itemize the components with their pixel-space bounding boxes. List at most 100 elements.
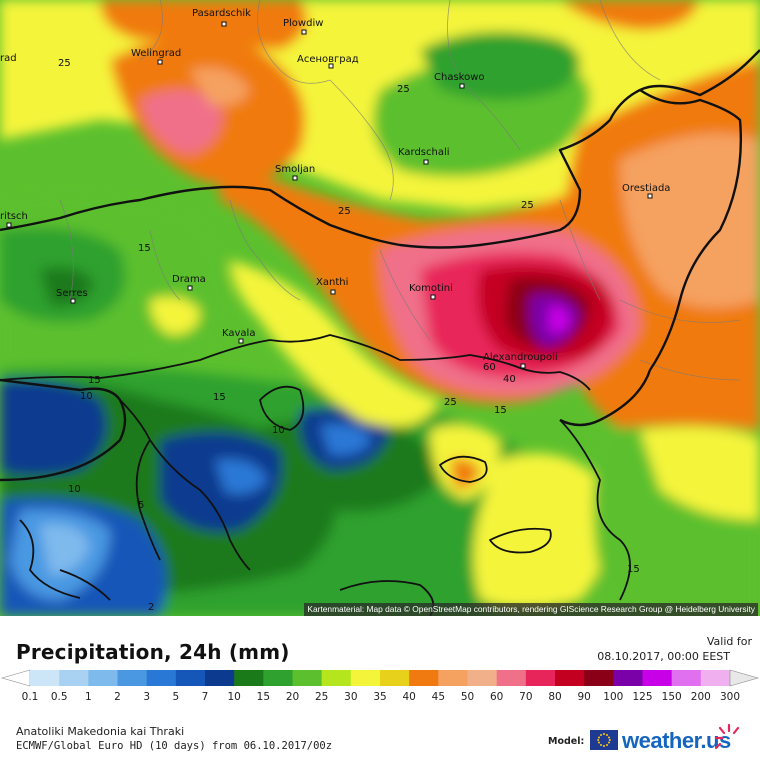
scale-swatch	[263, 670, 293, 686]
svg-text:Xanthi: Xanthi	[316, 277, 348, 288]
scale-swatch	[30, 670, 60, 686]
isoline-labels: 25 25 25 25 15 15 15 10 10 10 60 40 25 1…	[58, 58, 640, 613]
city-komotini[interactable]: Komotini	[409, 283, 453, 300]
city-markers: Pasardschik Plowdiw Асеновград Welingrad…	[0, 8, 670, 369]
svg-text:Plowdiw: Plowdiw	[283, 18, 323, 29]
scale-label: 25	[315, 691, 328, 703]
scale-swatch	[234, 670, 264, 686]
isoline-label: 15	[138, 243, 151, 254]
city-smoljan[interactable]: Smoljan	[275, 164, 315, 181]
sun-icon	[714, 723, 740, 750]
city-xanthi[interactable]: Xanthi	[316, 277, 348, 295]
scale-swatch	[642, 670, 673, 686]
scale-label: 40	[402, 691, 415, 703]
scale-label: 5	[172, 691, 179, 703]
city-kardschali[interactable]: Kardschali	[398, 147, 450, 165]
city-serres[interactable]: Serres	[56, 288, 88, 304]
scale-label: 3	[143, 691, 150, 703]
svg-text:Orestiada: Orestiada	[622, 183, 670, 194]
svg-text:rad: rad	[0, 53, 17, 64]
scale-label: 30	[344, 691, 357, 703]
scale-label: 60	[490, 691, 503, 703]
scale-label: 35	[373, 691, 386, 703]
scale-swatch	[380, 670, 410, 686]
scale-swatch	[613, 670, 643, 686]
scale-swatch	[496, 670, 527, 686]
scale-swatch	[350, 670, 381, 686]
scale-label: 10	[227, 691, 240, 703]
isoline-label: 15	[88, 375, 101, 386]
scale-label: 2	[114, 691, 121, 703]
scale-label: 0.5	[51, 691, 68, 703]
precipitation-map[interactable]: 25 25 25 25 15 15 15 10 10 10 60 40 25 1…	[0, 0, 760, 616]
isoline-label: 15	[213, 392, 226, 403]
scale-swatch	[321, 670, 352, 686]
isoline-label: 60	[483, 362, 496, 373]
scale-swatch	[467, 670, 498, 686]
isoline-label: 2	[148, 602, 154, 613]
isoline-label: 25	[444, 397, 457, 408]
scale-label: 0.1	[22, 691, 39, 703]
scale-swatch	[584, 670, 614, 686]
scale-swatch	[205, 670, 235, 686]
svg-text:Асеновград: Асеновград	[297, 54, 359, 65]
svg-text:Pasardschik: Pasardschik	[192, 8, 251, 19]
city-plowdiw[interactable]: Plowdiw	[283, 18, 323, 35]
isoline-label: 5	[138, 500, 144, 511]
isoline-label: 25	[338, 206, 351, 217]
scale-arrow-high	[729, 669, 760, 687]
isoline-label: 10	[80, 391, 93, 402]
map-canvas: 25 25 25 25 15 15 15 10 10 10 60 40 25 1…	[0, 0, 760, 616]
svg-text:ritsch: ritsch	[0, 211, 28, 222]
eu-flag-icon	[590, 730, 618, 750]
svg-text:Serres: Serres	[56, 288, 88, 299]
scale-swatch	[409, 670, 439, 686]
svg-text:Kavala: Kavala	[222, 328, 255, 339]
scale-swatch	[555, 670, 585, 686]
city-welingrad[interactable]: Welingrad	[131, 48, 181, 65]
scale-label: 80	[548, 691, 561, 703]
scale-swatch	[525, 670, 556, 686]
map-attribution[interactable]: Kartenmaterial: Map data © OpenStreetMap…	[304, 603, 758, 616]
city-asenovgrad[interactable]: Асеновград	[297, 54, 359, 69]
precip-fields	[0, 0, 760, 616]
isoline-label: 25	[397, 84, 410, 95]
scale-label: 70	[519, 691, 532, 703]
color-scale-swatches	[0, 669, 760, 687]
scale-label: 1	[85, 691, 92, 703]
scale-label: 100	[603, 691, 623, 703]
isoline-label: 10	[68, 484, 81, 495]
city-kavala[interactable]: Kavala	[222, 328, 255, 344]
district-borders	[59, 0, 741, 381]
isoline-label: 15	[627, 564, 640, 575]
isoline-label: 25	[521, 200, 534, 211]
valid-for-value: 08.10.2017, 00:00 EEST	[597, 650, 730, 663]
scale-label: 300	[720, 691, 740, 703]
city-partial-rad[interactable]: rad	[0, 53, 17, 64]
city-chaskowo[interactable]: Chaskowo	[434, 72, 485, 89]
scale-arrow-low	[0, 669, 31, 687]
svg-text:Drama: Drama	[172, 274, 206, 285]
city-partial-ritsch[interactable]: ritsch	[0, 211, 28, 228]
svg-text:Chaskowo: Chaskowo	[434, 72, 485, 83]
city-orestiada[interactable]: Orestiada	[622, 183, 670, 199]
scale-label: 50	[461, 691, 474, 703]
isoline-label: 40	[503, 374, 516, 385]
national-borders	[0, 49, 760, 482]
region-name: Anatoliki Makedonia kai Thraki	[16, 725, 185, 738]
brand-logo[interactable]: weather.us	[622, 728, 731, 753]
scale-label: 7	[202, 691, 209, 703]
svg-text:Smoljan: Smoljan	[275, 164, 315, 175]
scale-label: 15	[257, 691, 270, 703]
city-drama[interactable]: Drama	[172, 274, 206, 291]
svg-text:Welingrad: Welingrad	[131, 48, 181, 59]
svg-text:Alexandroupoli: Alexandroupoli	[483, 352, 558, 363]
scale-swatch	[175, 670, 206, 686]
coastline	[0, 334, 631, 616]
city-pasardschik[interactable]: Pasardschik	[192, 8, 251, 27]
color-scale-bar: 0.1 0.5 1 2 3 5 7 10 15 20 25 30 35 40 45 50 60 70 80 90 100…	[0, 669, 760, 703]
scale-swatch	[671, 670, 702, 686]
city-alexandroupoli[interactable]: Alexandroupoli	[483, 352, 558, 369]
scale-label: 90	[577, 691, 590, 703]
scale-swatch	[438, 670, 468, 686]
